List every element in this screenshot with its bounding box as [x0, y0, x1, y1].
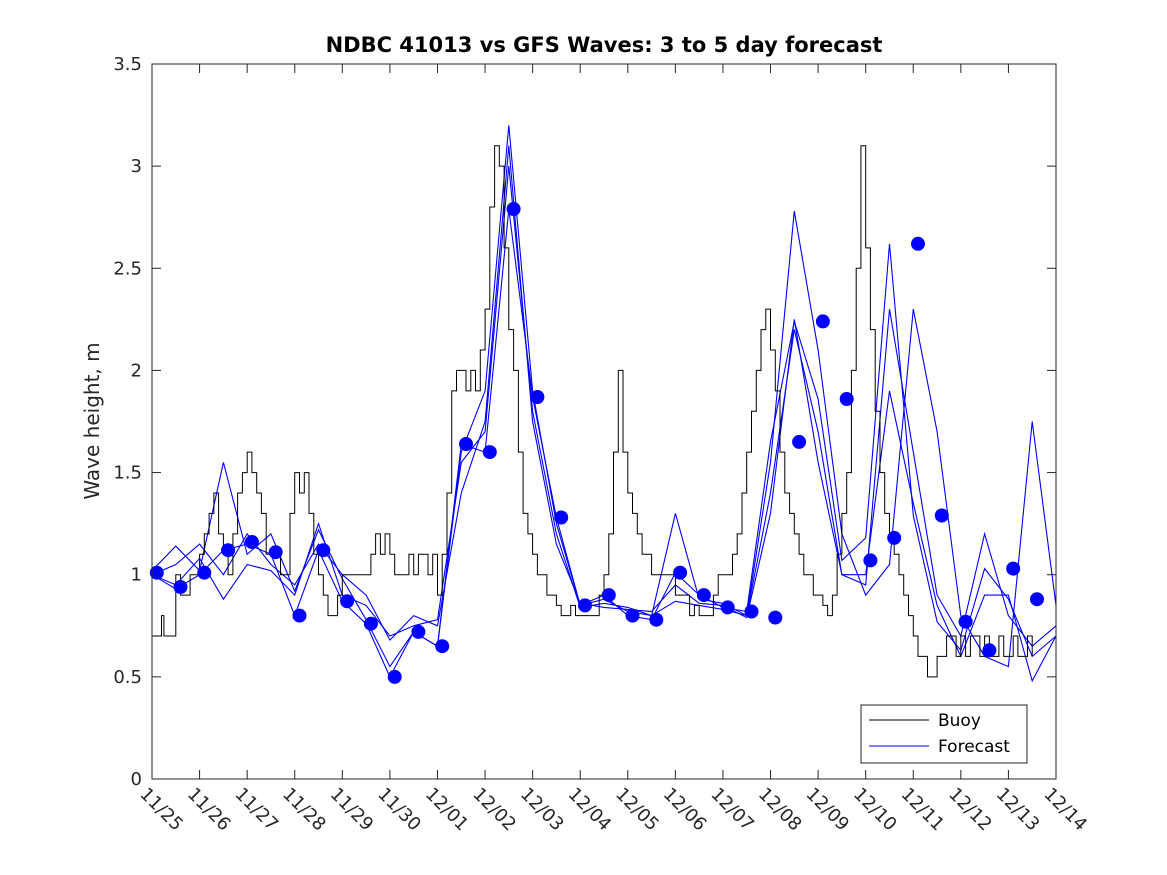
forecast-marker: [958, 614, 973, 629]
forecast-marker: [1006, 561, 1021, 576]
forecast-marker: [530, 390, 545, 404]
forecast-marker: [197, 565, 212, 580]
forecast-marker: [173, 580, 188, 594]
y-tick-label: 1: [131, 565, 142, 586]
forecast-marker: [435, 639, 450, 654]
forecast-marker: [482, 445, 497, 460]
forecast-marker: [839, 392, 854, 406]
plot-area: [152, 64, 1056, 779]
forecast-marker: [601, 588, 616, 603]
forecast-marker: [625, 608, 640, 623]
plot-frame: [151, 63, 1057, 780]
forecast-marker: [1030, 592, 1044, 607]
forecast-marker: [363, 616, 378, 631]
forecast-line-4: [151, 145, 1057, 683]
y-tick-label: 2.5: [113, 258, 142, 279]
forecast-marker: [768, 610, 783, 625]
forecast-marker: [554, 510, 569, 525]
forecast-marker: [292, 608, 307, 623]
forecast-marker: [815, 314, 830, 329]
y-tick-label: 2: [131, 360, 142, 381]
chart-title: NDBC 41013 vs GFS Waves: 3 to 5 day fore…: [326, 33, 883, 57]
forecast-marker: [340, 594, 355, 609]
forecast-marker: [696, 588, 711, 603]
forecast-marker: [506, 202, 521, 216]
y-axis-label: Wave height, m: [80, 342, 104, 499]
forecast-marker: [411, 624, 426, 639]
forecast-marker: [649, 612, 664, 627]
buoy-line: [152, 145, 1033, 678]
forecast-marker: [792, 434, 807, 449]
y-axis: 0 0.5 1 1.5 2 2.5 3 3.5: [113, 54, 1056, 790]
legend-forecast-label: Forecast: [938, 737, 1010, 757]
legend-buoy-label: Buoy: [938, 711, 981, 731]
forecast-markers: [149, 202, 1044, 684]
forecast-marker: [982, 643, 997, 658]
forecast-marker: [578, 598, 592, 613]
y-tick-label: 3: [131, 156, 142, 177]
y-tick-label: 0: [131, 769, 142, 790]
forecast-marker: [863, 553, 878, 568]
forecast-marker: [911, 236, 925, 251]
forecast-marker: [244, 535, 259, 549]
y-tick-label: 0.5: [113, 667, 142, 688]
y-tick-label: 1.5: [113, 463, 142, 484]
forecast-marker: [316, 543, 331, 558]
forecast-marker: [934, 508, 949, 523]
legend-box: [860, 704, 1028, 764]
forecast-marker: [744, 604, 759, 619]
legend: Buoy Forecast: [860, 704, 1028, 764]
forecast-marker: [887, 530, 902, 545]
y-tick-label: 3.5: [113, 54, 142, 75]
forecast-marker: [221, 543, 236, 558]
forecast-marker: [673, 565, 688, 580]
forecast-marker: [387, 669, 402, 684]
forecast-marker: [268, 545, 283, 560]
forecast-marker: [720, 600, 735, 615]
forecast-marker: [459, 437, 473, 451]
forecast-marker: [149, 565, 164, 580]
